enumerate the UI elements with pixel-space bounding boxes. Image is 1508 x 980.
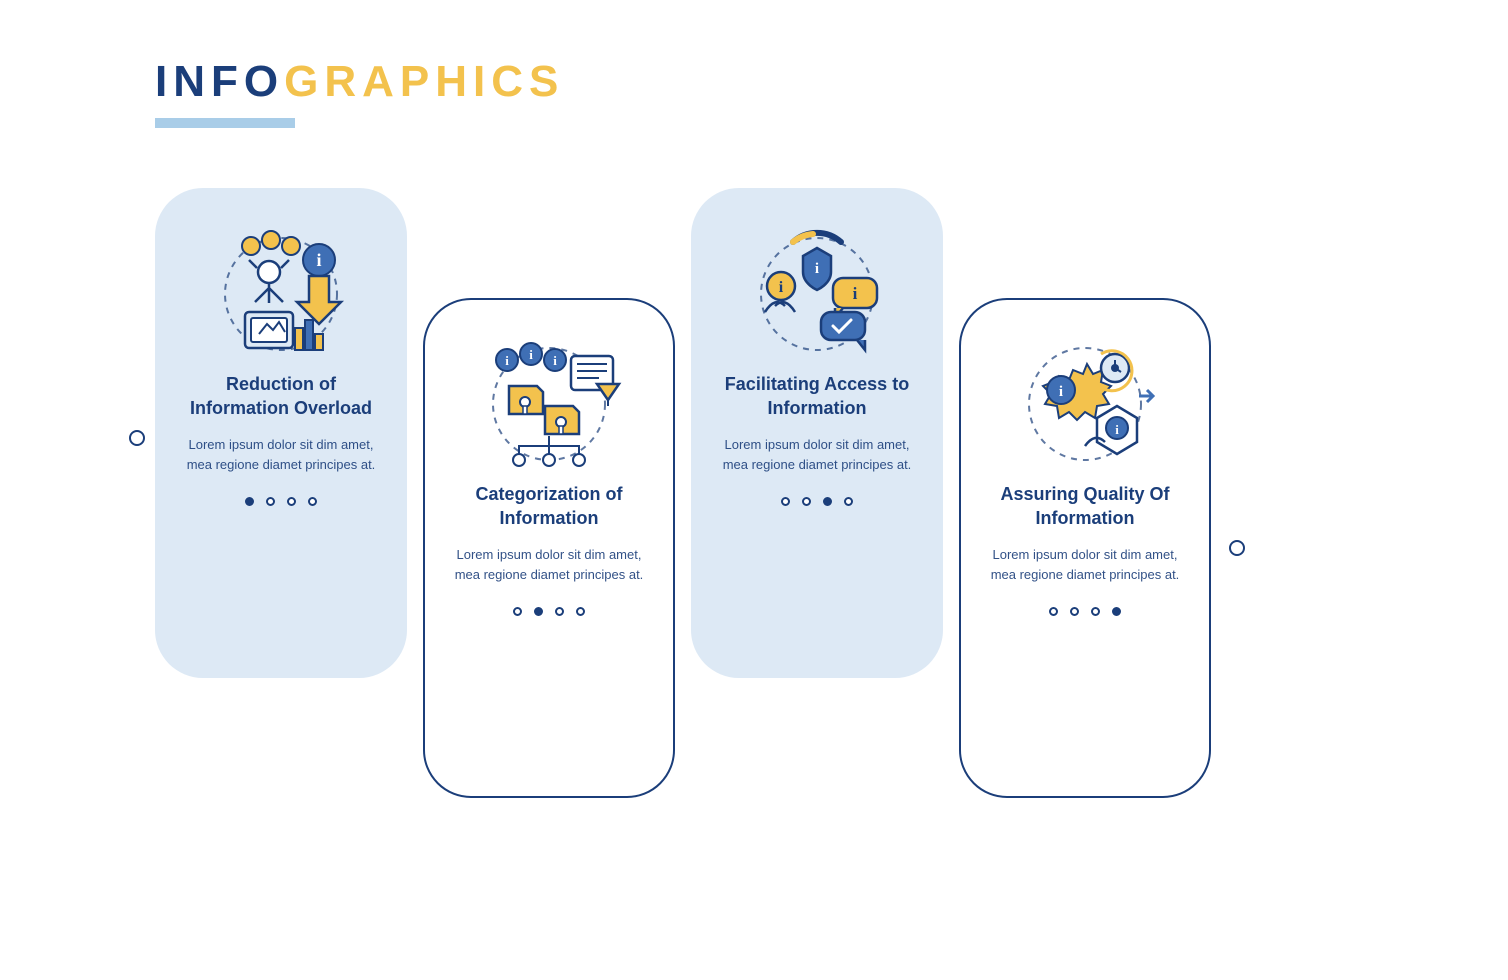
page-title: INFOGRAPHICS bbox=[155, 60, 564, 104]
card-title: Categorization of Information bbox=[447, 482, 651, 531]
pager-dot bbox=[287, 497, 296, 506]
overload-icon: i bbox=[201, 216, 361, 366]
svg-text:i: i bbox=[853, 284, 858, 303]
pager-dot bbox=[1049, 607, 1058, 616]
title-part-b: GRAPHICS bbox=[284, 57, 564, 106]
info-card: i i Assuring Quality Of Information Lore… bbox=[959, 298, 1211, 798]
pager-dots bbox=[179, 497, 383, 506]
title-underline bbox=[155, 118, 295, 128]
quality-icon: i i bbox=[1005, 326, 1165, 476]
title-part-a: INFO bbox=[155, 57, 284, 106]
access-icon: i i i bbox=[737, 216, 897, 366]
card-body: Lorem ipsum dolor sit dim amet, mea regi… bbox=[983, 545, 1187, 585]
infographic-stage: INFOGRAPHICS i Reduction of Information … bbox=[155, 60, 1355, 920]
pager-dot bbox=[844, 497, 853, 506]
pager-dots bbox=[983, 607, 1187, 616]
svg-text:i: i bbox=[316, 250, 321, 270]
svg-text:i: i bbox=[779, 279, 784, 296]
categorize-icon: i i i bbox=[469, 326, 629, 476]
card-body: Lorem ipsum dolor sit dim amet, mea regi… bbox=[179, 435, 383, 475]
card-title: Facilitating Access to Information bbox=[715, 372, 919, 421]
card-title: Assuring Quality Of Information bbox=[983, 482, 1187, 531]
connector-node-left bbox=[129, 430, 145, 446]
pager-dot bbox=[513, 607, 522, 616]
info-card: i i i Categorization of Information Lore… bbox=[423, 298, 675, 798]
card-body: Lorem ipsum dolor sit dim amet, mea regi… bbox=[447, 545, 651, 585]
card-title: Reduction of Information Overload bbox=[179, 372, 383, 421]
info-card: i Reduction of Information Overload Lore… bbox=[155, 188, 407, 678]
svg-text:i: i bbox=[815, 261, 819, 277]
pager-dot bbox=[1070, 607, 1079, 616]
header: INFOGRAPHICS bbox=[155, 60, 564, 128]
svg-text:i: i bbox=[529, 347, 533, 362]
svg-text:i: i bbox=[1059, 384, 1063, 400]
pager-dot bbox=[555, 607, 564, 616]
pager-dot bbox=[1091, 607, 1100, 616]
pager-dot bbox=[245, 497, 254, 506]
pager-dot bbox=[534, 607, 543, 616]
connector-node-right bbox=[1229, 540, 1245, 556]
pager-dot bbox=[1112, 607, 1121, 616]
pager-dot bbox=[308, 497, 317, 506]
svg-text:i: i bbox=[1115, 422, 1119, 437]
pager-dot bbox=[266, 497, 275, 506]
info-card: i i i Facilitating Access to Information… bbox=[691, 188, 943, 678]
card-body: Lorem ipsum dolor sit dim amet, mea regi… bbox=[715, 435, 919, 475]
pager-dot bbox=[576, 607, 585, 616]
svg-text:i: i bbox=[505, 353, 509, 368]
pager-dot bbox=[802, 497, 811, 506]
pager-dot bbox=[781, 497, 790, 506]
pager-dot bbox=[823, 497, 832, 506]
pager-dots bbox=[447, 607, 651, 616]
svg-text:i: i bbox=[553, 353, 557, 368]
pager-dots bbox=[715, 497, 919, 506]
